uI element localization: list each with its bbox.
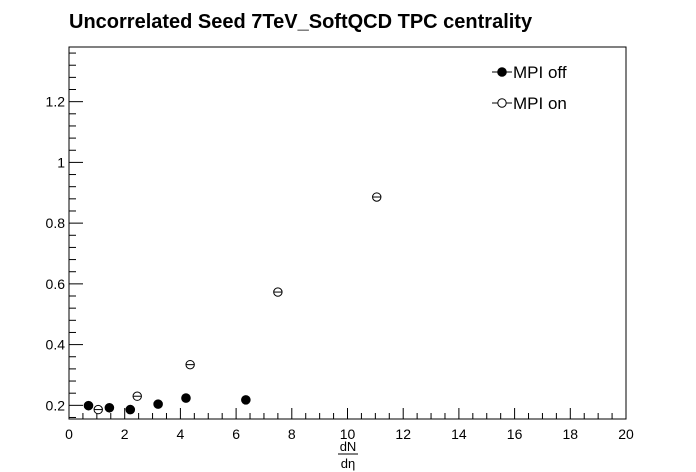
legend: MPI off MPI on bbox=[492, 63, 567, 113]
y-tick-label: 0.4 bbox=[46, 337, 66, 353]
x-axis-label-denominator: dη bbox=[341, 456, 355, 471]
legend-marker-filled bbox=[497, 67, 507, 77]
mpi-off-point bbox=[83, 400, 94, 411]
x-tick-label: 0 bbox=[65, 426, 73, 442]
legend-marker-open bbox=[497, 98, 507, 108]
x-tick-label: 16 bbox=[507, 426, 523, 442]
x-tick-label: 6 bbox=[232, 426, 240, 442]
mpi-off-point bbox=[104, 402, 115, 413]
legend-label: MPI on bbox=[513, 94, 567, 113]
mpi-off-point bbox=[241, 395, 251, 405]
y-tick-label: 0.2 bbox=[46, 397, 66, 413]
mpi-off-point bbox=[181, 393, 191, 403]
x-tick-label: 2 bbox=[121, 426, 129, 442]
x-tick-label: 10 bbox=[340, 426, 356, 442]
y-tick-label: 0.8 bbox=[46, 215, 66, 231]
data-markers bbox=[83, 192, 382, 415]
x-axis: 0 2 4 6 8 10 12 14 16 18 20 bbox=[65, 408, 634, 442]
x-axis-label-numerator: dN bbox=[340, 439, 357, 454]
y-tick-label: 1 bbox=[57, 154, 65, 170]
x-tick-label: 12 bbox=[395, 426, 411, 442]
x-tick-label: 20 bbox=[618, 426, 634, 442]
mpi-off-point bbox=[153, 399, 163, 409]
x-tick-label: 14 bbox=[451, 426, 467, 442]
x-axis-label: dN dη bbox=[338, 439, 358, 471]
chart-title: Uncorrelated Seed 7TeV_SoftQCD TPC centr… bbox=[69, 11, 533, 33]
x-tick-label: 4 bbox=[177, 426, 185, 442]
y-tick-label: 1.2 bbox=[46, 94, 66, 110]
x-tick-label: 18 bbox=[563, 426, 579, 442]
legend-label: MPI off bbox=[513, 63, 567, 82]
mpi-off-point bbox=[125, 404, 136, 415]
y-axis: 0.2 0.4 0.6 0.8 1 1.2 bbox=[46, 52, 83, 418]
x-tick-label: 8 bbox=[288, 426, 296, 442]
y-tick-label: 0.6 bbox=[46, 276, 66, 292]
